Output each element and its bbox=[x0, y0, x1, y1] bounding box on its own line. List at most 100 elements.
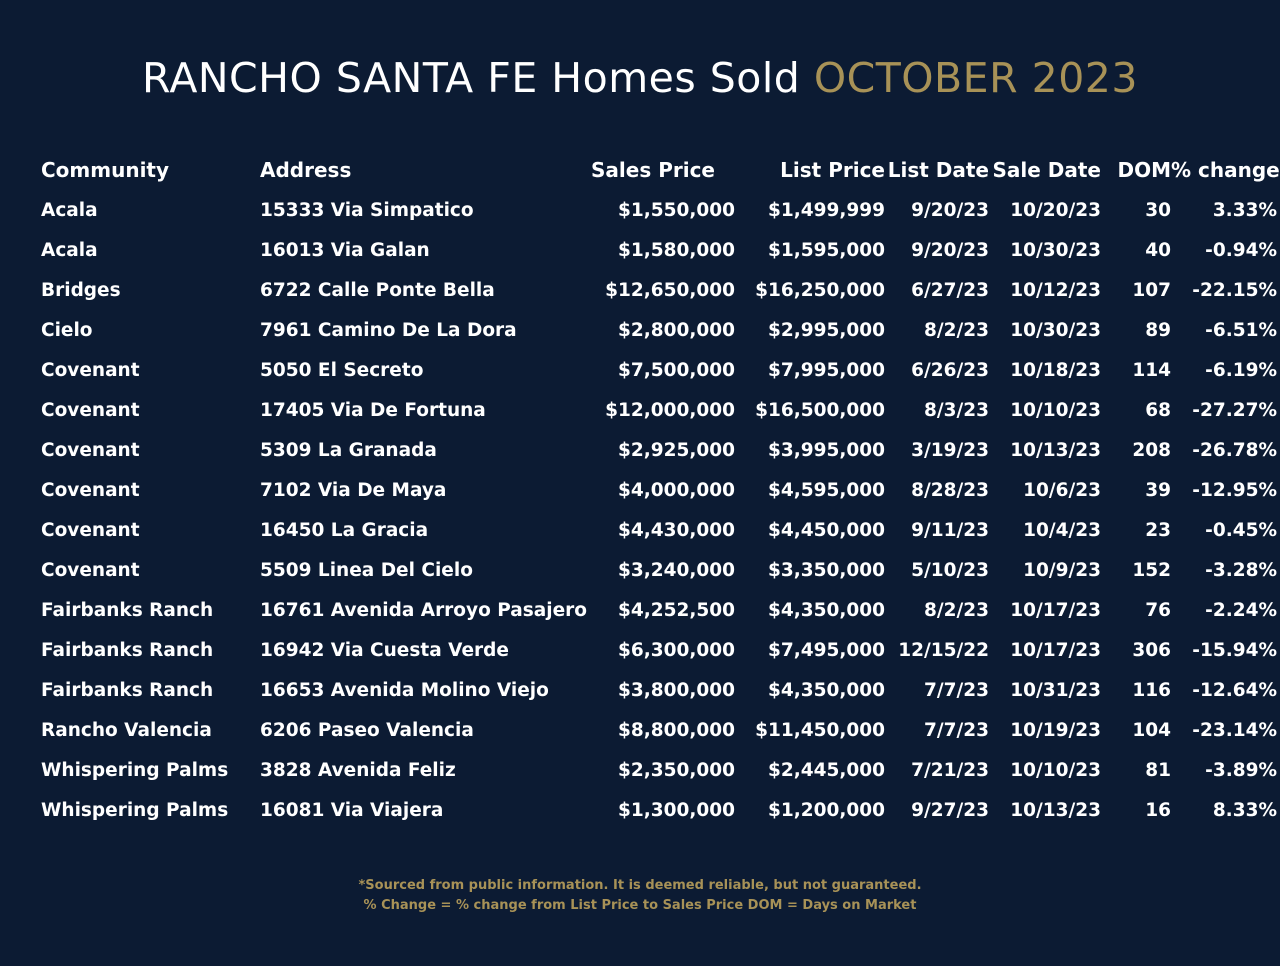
cell-address: 16081 Via Viajera bbox=[260, 799, 444, 821]
cell-address: 7961 Camino De La Dora bbox=[260, 319, 517, 341]
table-header-row: Community Address Sales Price List Price… bbox=[32, 150, 1280, 190]
header-percent-change: % change bbox=[1171, 158, 1280, 182]
header-list-date: List Date bbox=[887, 158, 989, 182]
table-row: Fairbanks Ranch 16653 Avenida Molino Viej… bbox=[32, 670, 1277, 710]
cell-sale-date: 10/18/23 bbox=[1010, 359, 1101, 381]
cell-community: Whispering Palms bbox=[41, 759, 229, 781]
cell-address: 6206 Paseo Valencia bbox=[260, 719, 474, 741]
cell-list-price: $4,450,000 bbox=[767, 519, 885, 541]
cell-percent-change: -3.28% bbox=[1205, 559, 1277, 581]
table-row: Covenant 16450 La Gracia $4,430,000 $4,450,… bbox=[32, 510, 1277, 550]
cell-list-date: 8/2/23 bbox=[923, 319, 989, 341]
cell-list-price: $2,995,000 bbox=[767, 319, 885, 341]
cell-dom: 30 bbox=[1145, 199, 1171, 221]
cell-sale-date: 10/4/23 bbox=[1023, 519, 1101, 541]
cell-dom: 208 bbox=[1132, 439, 1171, 461]
sales-table: Community Address Sales Price List Price… bbox=[32, 150, 1280, 830]
cell-community: Covenant bbox=[41, 519, 140, 541]
cell-address: 17405 Via De Fortuna bbox=[260, 399, 486, 421]
table-row: Covenant 5050 El Secreto $7,500,000 $7,995,… bbox=[32, 350, 1277, 390]
table-row: Rancho Valencia 6206 Paseo Valencia $8,800… bbox=[32, 710, 1277, 750]
cell-sale-date: 10/17/23 bbox=[1010, 599, 1101, 621]
cell-list-date: 9/20/23 bbox=[911, 199, 989, 221]
cell-dom: 16 bbox=[1145, 799, 1171, 821]
table-row: Bridges 6722 Calle Ponte Bella $12,650,000… bbox=[32, 270, 1277, 310]
cell-sales-price: $8,800,000 bbox=[617, 719, 735, 741]
cell-sales-price: $6,300,000 bbox=[617, 639, 735, 661]
title-main: RANCHO SANTA FE Homes Sold bbox=[142, 54, 801, 102]
cell-dom: 152 bbox=[1132, 559, 1171, 581]
cell-community: Acala bbox=[41, 239, 98, 261]
cell-percent-change: -0.45% bbox=[1205, 519, 1277, 541]
cell-list-date: 6/27/23 bbox=[911, 279, 989, 301]
header-sale-date: Sale Date bbox=[992, 158, 1101, 182]
cell-sales-price: $12,000,000 bbox=[605, 399, 735, 421]
cell-list-date: 3/19/23 bbox=[911, 439, 989, 461]
cell-list-price: $3,995,000 bbox=[767, 439, 885, 461]
cell-percent-change: 8.33% bbox=[1212, 799, 1277, 821]
cell-dom: 116 bbox=[1132, 679, 1171, 701]
cell-list-price: $7,495,000 bbox=[767, 639, 885, 661]
cell-sale-date: 10/19/23 bbox=[1010, 719, 1101, 741]
cell-community: Covenant bbox=[41, 559, 140, 581]
table-row: Whispering Palms 16081 Via Viajera $1,300,… bbox=[32, 790, 1277, 830]
cell-community: Rancho Valencia bbox=[41, 719, 212, 741]
cell-address: 16942 Via Cuesta Verde bbox=[260, 639, 509, 661]
cell-list-price: $4,350,000 bbox=[767, 599, 885, 621]
cell-sales-price: $1,300,000 bbox=[617, 799, 735, 821]
cell-sale-date: 10/10/23 bbox=[1010, 399, 1101, 421]
cell-list-price: $16,250,000 bbox=[755, 279, 885, 301]
cell-sale-date: 10/30/23 bbox=[1010, 239, 1101, 261]
cell-percent-change: -22.15% bbox=[1192, 279, 1277, 301]
cell-list-date: 8/28/23 bbox=[911, 479, 989, 501]
cell-percent-change: -27.27% bbox=[1192, 399, 1277, 421]
cell-address: 5309 La Granada bbox=[260, 439, 437, 461]
cell-dom: 76 bbox=[1145, 599, 1171, 621]
cell-dom: 39 bbox=[1145, 479, 1171, 501]
footnote-source: *Sourced from public information. It is … bbox=[358, 878, 922, 893]
footnote: *Sourced from public information. It is … bbox=[0, 876, 1280, 916]
header-dom: DOM bbox=[1117, 158, 1171, 182]
cell-community: Covenant bbox=[41, 359, 140, 381]
cell-address: 6722 Calle Ponte Bella bbox=[260, 279, 495, 301]
table-row: Fairbanks Ranch 16942 Via Cuesta Verde $6,… bbox=[32, 630, 1277, 670]
cell-community: Fairbanks Ranch bbox=[41, 679, 214, 701]
header-list-price: List Price bbox=[780, 158, 885, 182]
cell-list-date: 9/20/23 bbox=[911, 239, 989, 261]
cell-community: Whispering Palms bbox=[41, 799, 229, 821]
cell-list-date: 7/21/23 bbox=[911, 759, 989, 781]
cell-list-price: $4,595,000 bbox=[767, 479, 885, 501]
cell-percent-change: -12.64% bbox=[1192, 679, 1277, 701]
cell-address: 16450 La Gracia bbox=[260, 519, 429, 541]
cell-sales-price: $3,240,000 bbox=[617, 559, 735, 581]
cell-address: 5050 El Secreto bbox=[260, 359, 424, 381]
cell-community: Acala bbox=[41, 199, 98, 221]
cell-dom: 89 bbox=[1145, 319, 1171, 341]
cell-percent-change: -23.14% bbox=[1192, 719, 1277, 741]
cell-sales-price: $2,800,000 bbox=[617, 319, 735, 341]
cell-percent-change: 3.33% bbox=[1212, 199, 1277, 221]
header-sales-price: Sales Price bbox=[591, 158, 715, 182]
cell-dom: 81 bbox=[1145, 759, 1171, 781]
cell-percent-change: -15.94% bbox=[1192, 639, 1277, 661]
table-row: Acala 15333 Via Simpatico $1,550,000 $1,499… bbox=[32, 190, 1277, 230]
cell-percent-change: -6.19% bbox=[1205, 359, 1277, 381]
cell-community: Cielo bbox=[41, 319, 93, 341]
footnote-legend: % Change = % change from List Price to S… bbox=[363, 898, 917, 913]
cell-sales-price: $1,580,000 bbox=[617, 239, 735, 261]
cell-community: Covenant bbox=[41, 399, 140, 421]
cell-sale-date: 10/6/23 bbox=[1023, 479, 1101, 501]
cell-list-price: $2,445,000 bbox=[767, 759, 885, 781]
cell-list-date: 5/10/23 bbox=[911, 559, 989, 581]
cell-sales-price: $7,500,000 bbox=[617, 359, 735, 381]
cell-dom: 23 bbox=[1145, 519, 1171, 541]
cell-dom: 40 bbox=[1145, 239, 1171, 261]
cell-sale-date: 10/20/23 bbox=[1010, 199, 1101, 221]
cell-list-price: $16,500,000 bbox=[755, 399, 885, 421]
cell-list-price: $1,595,000 bbox=[767, 239, 885, 261]
cell-dom: 68 bbox=[1145, 399, 1171, 421]
cell-community: Bridges bbox=[41, 279, 121, 301]
table-row: Acala 16013 Via Galan $1,580,000 $1,595,000… bbox=[32, 230, 1277, 270]
cell-list-price: $7,995,000 bbox=[767, 359, 885, 381]
cell-dom: 114 bbox=[1132, 359, 1171, 381]
